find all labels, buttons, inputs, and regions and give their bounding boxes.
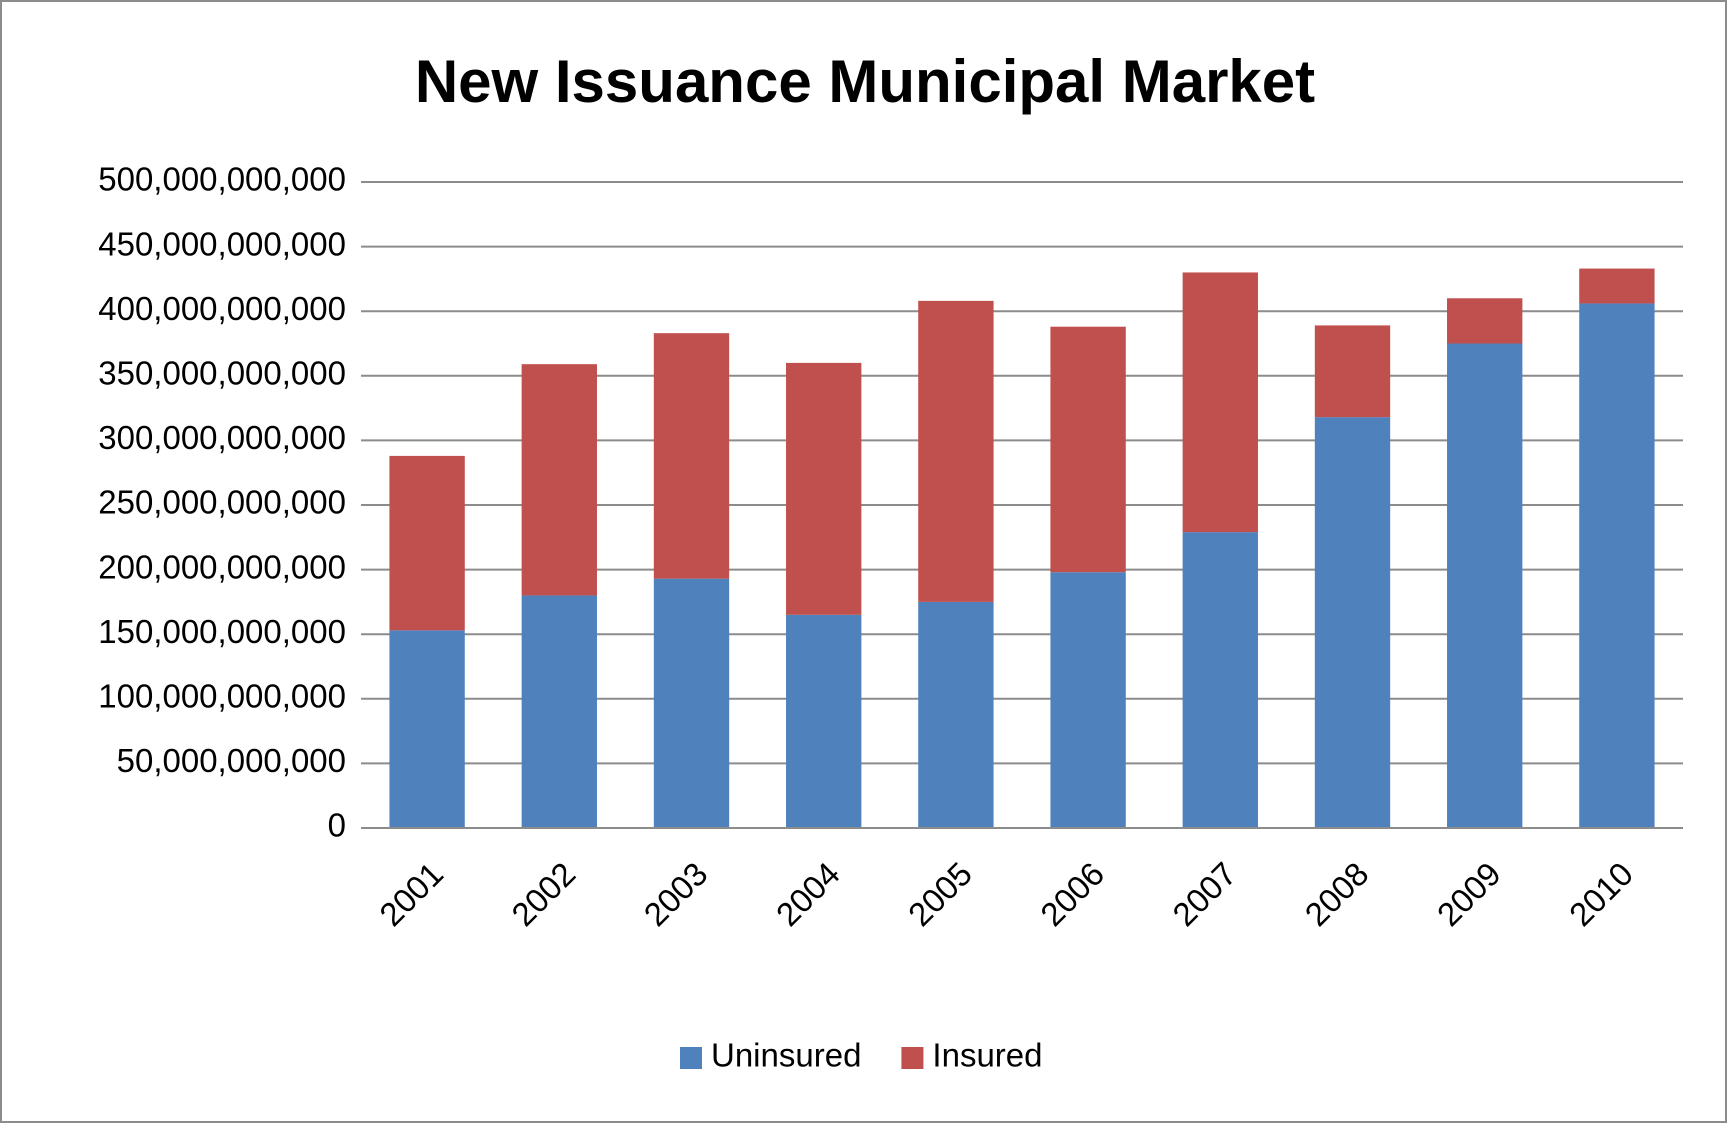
bar-segment [1050, 326, 1126, 573]
bar-segment [918, 300, 994, 602]
bar-segment [1314, 325, 1391, 418]
bar-segment [521, 364, 597, 596]
y-tick-label: 0 [328, 807, 346, 844]
y-tick-label: 300,000,000,000 [98, 419, 346, 456]
y-tick-label: 50,000,000,000 [117, 742, 346, 779]
chart-title: New Issuance Municipal Market [415, 48, 1315, 115]
bar-segment [786, 614, 862, 828]
y-tick-label: 150,000,000,000 [98, 613, 346, 650]
y-tick-label: 400,000,000,000 [98, 290, 346, 327]
bar-segment [1050, 572, 1126, 828]
bar-segment [1579, 303, 1655, 828]
bar-segment [1182, 532, 1258, 828]
bar-segment [1447, 298, 1523, 344]
legend-swatch [901, 1047, 924, 1069]
y-tick-label: 100,000,000,000 [98, 678, 346, 715]
bar-segment [1314, 417, 1391, 828]
y-tick-label: 350,000,000,000 [98, 355, 346, 392]
bar-segment [653, 333, 730, 579]
bar-segment [521, 595, 597, 828]
bar-segment [918, 601, 994, 828]
bar-segment [1579, 268, 1655, 304]
y-tick-label: 500,000,000,000 [98, 161, 346, 198]
legend-label: Uninsured [711, 1037, 861, 1074]
legend-swatch [680, 1047, 702, 1069]
y-tick-label: 250,000,000,000 [98, 484, 346, 521]
y-tick-label: 450,000,000,000 [98, 225, 346, 262]
legend-label: Insured [932, 1037, 1042, 1074]
bar-segment [653, 578, 730, 828]
bar-segment [786, 362, 862, 615]
bar-segment [1182, 272, 1258, 533]
bar-segment [389, 630, 465, 828]
bar-segment [1447, 343, 1523, 828]
bar-segment [389, 455, 465, 631]
y-tick-label: 200,000,000,000 [98, 548, 346, 585]
